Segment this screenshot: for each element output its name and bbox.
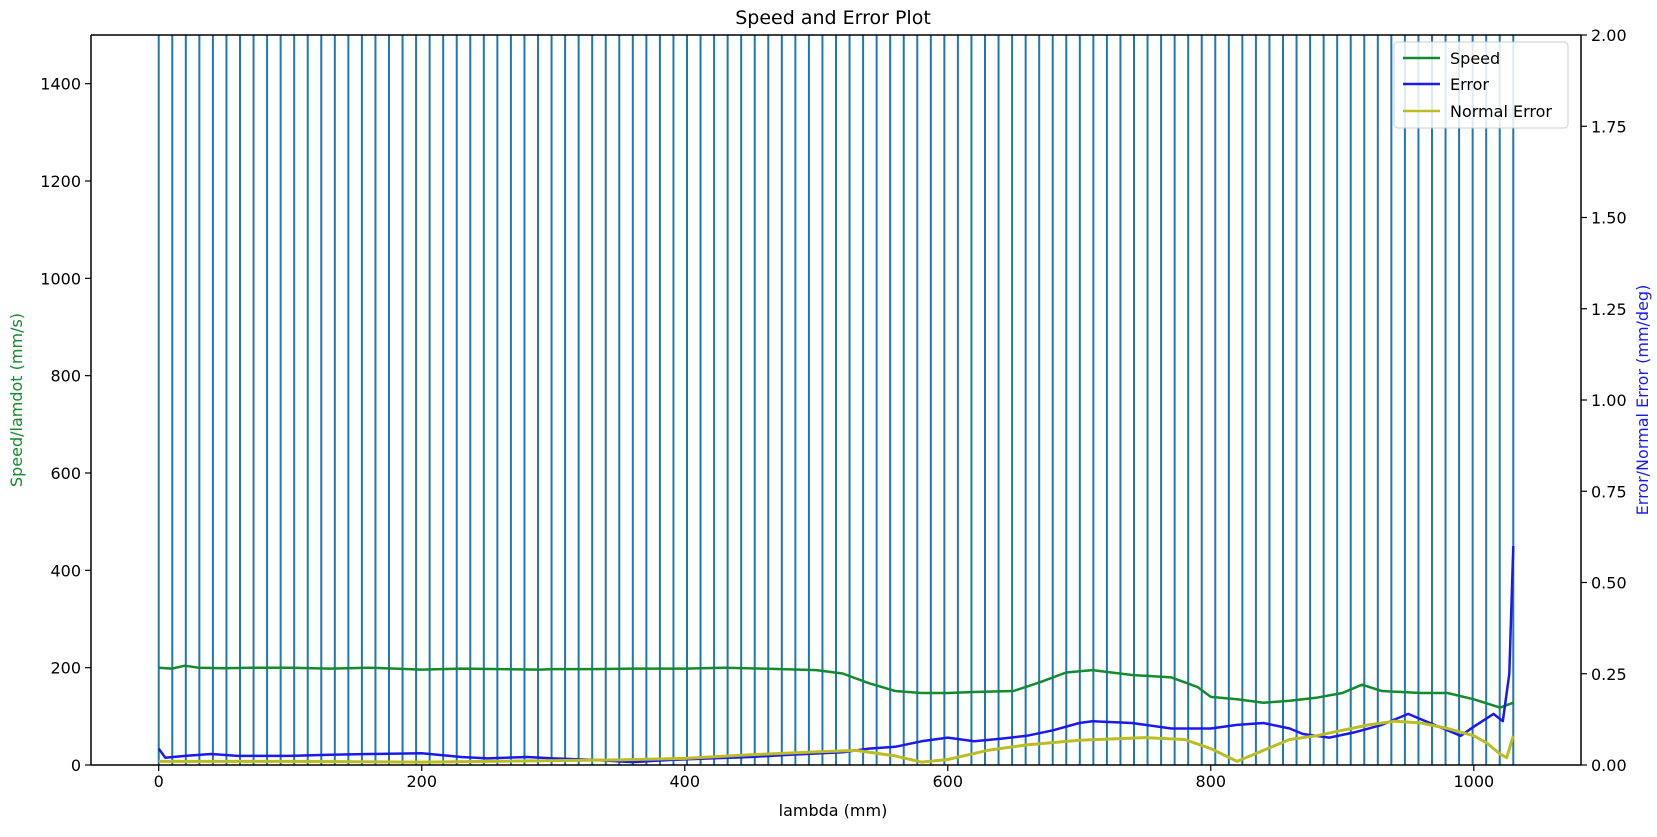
y-right-tick-label: 2.00 [1591,26,1627,45]
x-tick-label: 400 [669,772,700,791]
x-tick-label: 1000 [1453,772,1494,791]
y-left-tick-label: 600 [50,464,81,483]
y-axis-label-left: Speed/lamdot (mm/s) [7,313,26,487]
x-tick-label: 200 [406,772,437,791]
x-tick-label: 800 [1196,772,1227,791]
y-left-tick-label: 1000 [40,269,81,288]
series-line-speed [158,664,1514,709]
ticks-group: 0 200 400 600 800 1000 0 200 400 600 800 1000 1200 14… [40,26,1626,791]
y-right-tick-label: 1.25 [1591,300,1627,319]
y-left-tick-label: 200 [50,659,81,678]
legend-label-error: Error [1450,75,1489,94]
legend-box [1393,41,1569,129]
chart-title: Speed and Error Plot [735,7,931,29]
series-line-normal-error [158,719,1515,764]
y-left-tick-label: 0 [71,756,81,775]
y-left-tick-label: 400 [50,561,81,580]
series-group [157,545,1515,764]
y-right-tick-label: 0.00 [1591,756,1627,775]
y-right-tick-label: 0.75 [1591,482,1627,501]
axes-group [90,34,1582,766]
x-axis-label: lambda (mm) [779,801,888,820]
x-tick-label: 0 [154,772,164,791]
y-left-tick-label: 800 [50,367,81,386]
vertical-lines-group [157,35,1515,765]
y-right-tick-label: 1.75 [1591,117,1627,136]
legend-label-normal-error: Normal Error [1450,102,1552,121]
x-tick-label: 600 [933,772,964,791]
y-right-tick-label: 0.25 [1591,665,1627,684]
legend: Speed Error Normal Error [1393,41,1569,129]
y-right-tick-label: 0.50 [1591,574,1627,593]
y-left-tick-label: 1200 [40,172,81,191]
y-right-tick-label: 1.00 [1591,391,1627,410]
series-line-error [157,545,1515,764]
legend-label-speed: Speed [1450,49,1500,68]
y-right-tick-label: 1.50 [1591,209,1627,228]
y-left-tick-label: 1400 [40,75,81,94]
y-axis-label-right: Error/Normal Error (mm/deg) [1633,285,1652,516]
